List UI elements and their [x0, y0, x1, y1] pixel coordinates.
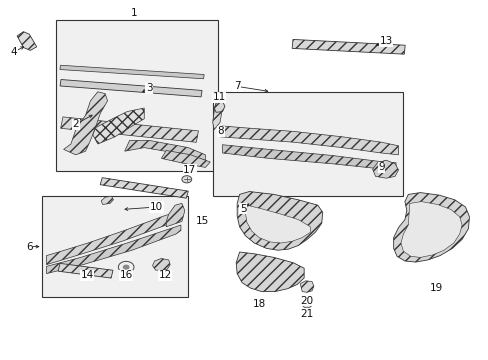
Text: 17: 17: [183, 165, 196, 175]
Text: 13: 13: [379, 36, 392, 46]
Text: 19: 19: [429, 283, 443, 293]
Polygon shape: [400, 202, 461, 257]
Bar: [58, 264, 113, 278]
Text: 6: 6: [26, 242, 33, 252]
Text: 7: 7: [233, 81, 240, 91]
Polygon shape: [63, 92, 107, 155]
Text: 8: 8: [217, 126, 224, 136]
Bar: [41, 196, 188, 297]
Polygon shape: [236, 252, 304, 292]
Text: 11: 11: [212, 92, 225, 102]
Bar: [212, 92, 403, 196]
Bar: [60, 80, 202, 97]
Polygon shape: [214, 102, 224, 112]
Polygon shape: [101, 196, 113, 204]
Text: 1: 1: [131, 8, 138, 18]
Polygon shape: [220, 126, 398, 155]
Polygon shape: [245, 205, 310, 243]
Polygon shape: [166, 203, 184, 227]
Polygon shape: [237, 192, 322, 250]
Bar: [56, 20, 217, 171]
Text: 18: 18: [252, 299, 265, 309]
Polygon shape: [300, 281, 313, 292]
Polygon shape: [212, 101, 222, 130]
Text: 3: 3: [145, 83, 152, 93]
Text: 5: 5: [239, 204, 246, 214]
Circle shape: [182, 176, 191, 183]
Polygon shape: [124, 140, 205, 160]
Polygon shape: [222, 145, 395, 169]
Polygon shape: [93, 108, 144, 144]
Text: 16: 16: [119, 270, 133, 280]
Polygon shape: [393, 193, 468, 262]
Bar: [61, 117, 198, 142]
Polygon shape: [46, 225, 181, 274]
Bar: [100, 178, 188, 198]
Polygon shape: [152, 258, 170, 271]
Text: 14: 14: [80, 270, 94, 280]
Circle shape: [122, 265, 129, 270]
Polygon shape: [46, 211, 181, 265]
Text: 9: 9: [377, 162, 384, 172]
Text: 2: 2: [72, 119, 79, 129]
Circle shape: [302, 301, 311, 308]
Polygon shape: [161, 150, 210, 167]
Text: 20: 20: [300, 296, 313, 306]
Text: 15: 15: [196, 216, 209, 226]
Polygon shape: [372, 160, 398, 178]
Text: 12: 12: [158, 270, 172, 280]
Text: 4: 4: [10, 47, 17, 57]
Bar: [60, 65, 203, 79]
Bar: [291, 40, 405, 54]
Text: 10: 10: [150, 202, 163, 212]
Polygon shape: [17, 32, 37, 50]
Text: 21: 21: [300, 309, 313, 319]
